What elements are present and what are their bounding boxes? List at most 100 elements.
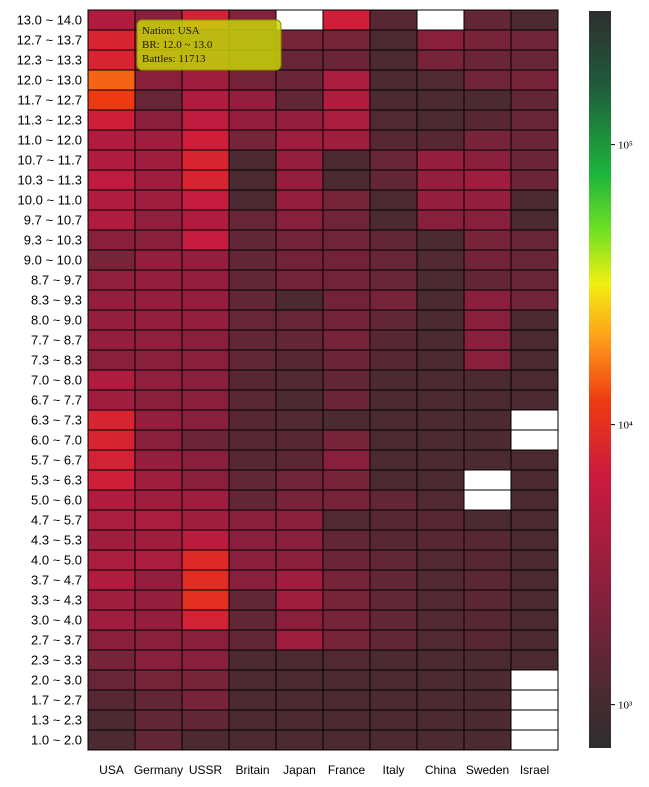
- heatmap-cell[interactable]: [87, 509, 136, 531]
- heatmap-cell[interactable]: [134, 649, 183, 671]
- heatmap-cell[interactable]: [463, 149, 512, 171]
- heatmap-cell[interactable]: [463, 409, 512, 431]
- heatmap-cell[interactable]: [134, 209, 183, 231]
- heatmap-cell[interactable]: [369, 189, 418, 211]
- heatmap-cell[interactable]: [322, 449, 371, 471]
- heatmap-cell[interactable]: [228, 469, 277, 491]
- heatmap-cell[interactable]: [463, 369, 512, 391]
- heatmap-cell[interactable]: [181, 489, 230, 511]
- heatmap-cell[interactable]: [322, 569, 371, 591]
- heatmap-cell[interactable]: [369, 309, 418, 331]
- heatmap-cell[interactable]: [322, 589, 371, 611]
- heatmap-cell[interactable]: [416, 509, 465, 531]
- heatmap-cell[interactable]: [134, 349, 183, 371]
- heatmap-cell[interactable]: [510, 109, 559, 131]
- heatmap-cell[interactable]: [416, 389, 465, 411]
- heatmap-cell[interactable]: [87, 669, 136, 691]
- heatmap-cell[interactable]: [181, 249, 230, 271]
- heatmap-cell[interactable]: [134, 409, 183, 431]
- heatmap-cell[interactable]: [416, 349, 465, 371]
- heatmap-cell[interactable]: [510, 289, 559, 311]
- heatmap-cell[interactable]: [87, 589, 136, 611]
- heatmap-cell[interactable]: [510, 729, 559, 751]
- heatmap-cell[interactable]: [181, 269, 230, 291]
- heatmap-cell[interactable]: [416, 469, 465, 491]
- heatmap-cell[interactable]: [322, 229, 371, 251]
- heatmap-cell[interactable]: [134, 589, 183, 611]
- heatmap-cell[interactable]: [134, 189, 183, 211]
- heatmap-cell[interactable]: [181, 429, 230, 451]
- heatmap-cell[interactable]: [275, 289, 324, 311]
- heatmap-cell[interactable]: [510, 189, 559, 211]
- heatmap-cell[interactable]: [510, 269, 559, 291]
- heatmap-cell[interactable]: [87, 89, 136, 111]
- heatmap-cell[interactable]: [134, 729, 183, 751]
- heatmap-cell[interactable]: [463, 29, 512, 51]
- heatmap-cell[interactable]: [87, 449, 136, 471]
- heatmap-cell[interactable]: [134, 109, 183, 131]
- heatmap-cell[interactable]: [181, 529, 230, 551]
- heatmap-cell[interactable]: [416, 649, 465, 671]
- heatmap-cell[interactable]: [369, 409, 418, 431]
- heatmap-cell[interactable]: [87, 329, 136, 351]
- heatmap-cell[interactable]: [87, 249, 136, 271]
- heatmap-cell[interactable]: [181, 169, 230, 191]
- heatmap-cell[interactable]: [463, 49, 512, 71]
- heatmap-cell[interactable]: [510, 349, 559, 371]
- heatmap-cell[interactable]: [181, 189, 230, 211]
- heatmap-cell[interactable]: [322, 729, 371, 751]
- heatmap-cell[interactable]: [463, 529, 512, 551]
- heatmap-cell[interactable]: [510, 709, 559, 731]
- heatmap-cell[interactable]: [322, 369, 371, 391]
- heatmap-cell[interactable]: [463, 709, 512, 731]
- heatmap-cell[interactable]: [416, 49, 465, 71]
- heatmap-cell[interactable]: [322, 269, 371, 291]
- heatmap-cell[interactable]: [181, 209, 230, 231]
- heatmap-cell[interactable]: [87, 209, 136, 231]
- heatmap-cell[interactable]: [134, 149, 183, 171]
- heatmap-cell[interactable]: [134, 309, 183, 331]
- heatmap-cell[interactable]: [134, 329, 183, 351]
- heatmap-cell[interactable]: [369, 149, 418, 171]
- heatmap-cell[interactable]: [181, 629, 230, 651]
- heatmap-cell[interactable]: [369, 669, 418, 691]
- heatmap-cell[interactable]: [463, 629, 512, 651]
- heatmap-cell[interactable]: [510, 429, 559, 451]
- heatmap-cell[interactable]: [510, 609, 559, 631]
- heatmap-cell[interactable]: [322, 329, 371, 351]
- heatmap-cell[interactable]: [510, 369, 559, 391]
- heatmap-cell[interactable]: [275, 69, 324, 91]
- heatmap-cell[interactable]: [369, 589, 418, 611]
- heatmap-cell[interactable]: [87, 169, 136, 191]
- heatmap-cell[interactable]: [369, 269, 418, 291]
- heatmap-cell[interactable]: [228, 509, 277, 531]
- heatmap-cell[interactable]: [275, 629, 324, 651]
- heatmap-cell[interactable]: [510, 689, 559, 711]
- heatmap-cell[interactable]: [322, 189, 371, 211]
- heatmap-cell[interactable]: [463, 689, 512, 711]
- heatmap-cell[interactable]: [228, 709, 277, 731]
- heatmap-cell[interactable]: [275, 509, 324, 531]
- heatmap-cell[interactable]: [369, 369, 418, 391]
- heatmap-cell[interactable]: [369, 49, 418, 71]
- heatmap-cell[interactable]: [134, 429, 183, 451]
- heatmap-cell[interactable]: [369, 649, 418, 671]
- heatmap-cell[interactable]: [181, 509, 230, 531]
- heatmap-cell[interactable]: [275, 569, 324, 591]
- heatmap-cell[interactable]: [87, 349, 136, 371]
- heatmap-cell[interactable]: [134, 289, 183, 311]
- heatmap-cell[interactable]: [87, 429, 136, 451]
- heatmap-cell[interactable]: [87, 189, 136, 211]
- heatmap-cell[interactable]: [463, 249, 512, 271]
- heatmap-cell[interactable]: [463, 109, 512, 131]
- heatmap-cell[interactable]: [181, 229, 230, 251]
- heatmap-cell[interactable]: [87, 489, 136, 511]
- heatmap-cell[interactable]: [463, 549, 512, 571]
- heatmap-cell[interactable]: [181, 709, 230, 731]
- heatmap-cell[interactable]: [181, 469, 230, 491]
- heatmap-cell[interactable]: [369, 689, 418, 711]
- heatmap-cell[interactable]: [463, 309, 512, 331]
- heatmap-cell[interactable]: [181, 329, 230, 351]
- heatmap-cell[interactable]: [416, 329, 465, 351]
- heatmap-cell[interactable]: [228, 129, 277, 151]
